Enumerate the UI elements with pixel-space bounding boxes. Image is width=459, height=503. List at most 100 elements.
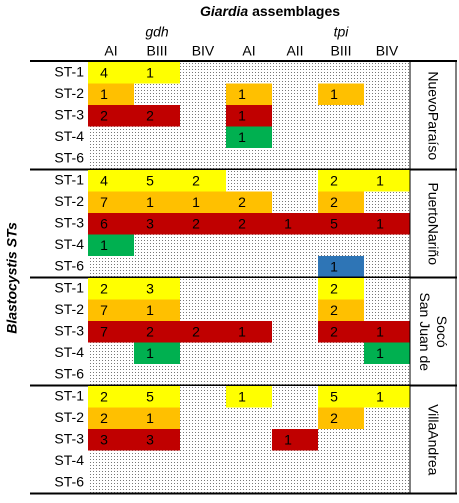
cell-value: 1	[330, 258, 338, 274]
cell-value: 1	[100, 86, 108, 102]
cell-value: 1	[376, 172, 384, 188]
cell	[318, 256, 364, 278]
cell	[88, 321, 134, 343]
row-label: ST-3	[54, 322, 84, 338]
cell-value: 7	[100, 194, 108, 210]
cell-value: 2	[100, 280, 108, 296]
cell-value: 7	[100, 302, 108, 318]
cell	[226, 213, 272, 235]
cell	[364, 342, 410, 364]
cell-value: 1	[376, 345, 384, 361]
subheader: tpi	[334, 24, 350, 40]
cell-value: 2	[238, 215, 246, 231]
cell	[134, 386, 180, 408]
row-label: ST-4	[54, 236, 84, 252]
row-label: ST-2	[54, 301, 84, 317]
cell-value: 5	[146, 172, 154, 188]
cell-value: 2	[192, 215, 200, 231]
cell-value: 2	[330, 194, 338, 210]
cell	[134, 191, 180, 213]
cell-value: 6	[100, 215, 108, 231]
cell	[226, 83, 272, 105]
cell	[134, 62, 180, 84]
column-header: AII	[286, 43, 303, 59]
cell	[88, 191, 134, 213]
row-label: ST-6	[54, 257, 84, 273]
cell-value: 7	[100, 323, 108, 339]
cell-value: 2	[238, 194, 246, 210]
cell	[88, 429, 134, 451]
column-header: BIII	[330, 43, 351, 59]
cell	[134, 278, 180, 300]
column-header: BIV	[192, 43, 215, 59]
cell	[134, 170, 180, 192]
row-label: ST-1	[54, 279, 84, 295]
cell	[226, 386, 272, 408]
cell-value: 5	[330, 215, 338, 231]
cell	[364, 213, 410, 235]
row-label: ST-4	[54, 128, 84, 144]
cell-value: 2	[192, 172, 200, 188]
cell	[318, 299, 364, 321]
cell-value: 1	[146, 64, 154, 80]
cell	[88, 299, 134, 321]
cell-value: 2	[100, 410, 108, 426]
cell	[364, 170, 410, 192]
cell	[318, 386, 364, 408]
cell	[134, 299, 180, 321]
group-label: PuertoNariño	[425, 183, 441, 266]
cell	[180, 191, 226, 213]
cell	[226, 126, 272, 148]
group-label: Socó	[434, 316, 450, 348]
cell	[134, 105, 180, 127]
cell-value: 2	[330, 323, 338, 339]
cell-value: 1	[238, 388, 246, 404]
cell-value: 1	[100, 237, 108, 253]
cell-value: 1	[238, 129, 246, 145]
cell-value: 2	[146, 323, 154, 339]
row-label: ST-3	[54, 430, 84, 446]
cell-value: 3	[100, 431, 108, 447]
row-label: ST-1	[54, 171, 84, 187]
row-label: ST-1	[54, 387, 84, 403]
cell	[226, 321, 272, 343]
row-label: ST-6	[54, 365, 84, 381]
cell	[88, 170, 134, 192]
cell-value: 2	[146, 107, 154, 123]
row-label: ST-4	[54, 344, 84, 360]
cell	[180, 170, 226, 192]
cell-value: 1	[330, 86, 338, 102]
cell	[180, 321, 226, 343]
cell	[318, 83, 364, 105]
cell-value: 2	[330, 172, 338, 188]
cell-value: 2	[100, 107, 108, 123]
cell-value: 1	[284, 431, 292, 447]
cell-value: 3	[146, 431, 154, 447]
cell	[88, 62, 134, 84]
cell-value: 1	[238, 323, 246, 339]
cell-value: 1	[376, 323, 384, 339]
cell-value: 2	[330, 302, 338, 318]
row-label: ST-2	[54, 85, 84, 101]
cell	[272, 429, 318, 451]
column-header: BIII	[146, 43, 167, 59]
cell	[88, 407, 134, 429]
cell-value: 1	[146, 345, 154, 361]
row-label: ST-6	[54, 473, 84, 489]
cell	[318, 321, 364, 343]
row-label: ST-4	[54, 452, 84, 468]
cell-value: 3	[146, 280, 154, 296]
title-rest: assemblages	[252, 3, 340, 19]
cell	[226, 105, 272, 127]
cell-value: 1	[376, 215, 384, 231]
title: Giardia assemblages	[200, 3, 340, 19]
cell	[134, 429, 180, 451]
cell-value: 1	[376, 388, 384, 404]
cell	[364, 321, 410, 343]
cell	[318, 407, 364, 429]
title-italic: Giardia	[200, 3, 248, 19]
column-header: BIV	[376, 43, 399, 59]
cell-value: 1	[146, 194, 154, 210]
row-label: ST-3	[54, 106, 84, 122]
